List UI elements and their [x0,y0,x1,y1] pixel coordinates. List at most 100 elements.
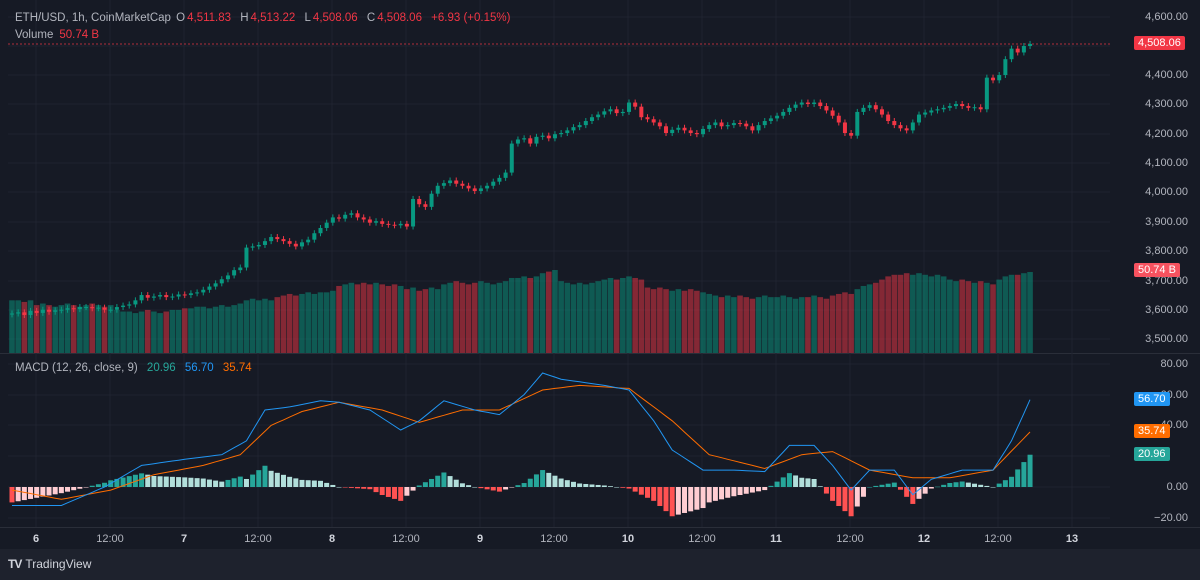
candle [485,185,490,189]
macd-title[interactable]: MACD (12, 26, close, 9) [15,362,138,374]
macd-histogram-bar [614,487,620,488]
candle [904,128,909,131]
candle [77,307,82,310]
volume-bar [947,279,953,353]
candle [441,183,446,186]
volume-bar [798,297,805,353]
volume-bar [934,274,941,353]
volume-bar [990,284,996,353]
volume-bar [940,276,947,353]
volume-bar [21,301,28,353]
macd-tick: 80.00 [1160,358,1188,370]
volume-bar [231,305,237,353]
volume-bar [144,309,151,353]
macd-histogram-bar [231,478,237,487]
chart-frame[interactable]: ETH/USD, 1h, CoinMarketCap O 4,511.83 H 4,… [0,0,1200,549]
candle [546,135,551,139]
volume-bar [620,277,626,353]
candle [805,102,810,105]
candle [337,217,342,219]
time-tick: 7 [180,533,188,545]
candle [170,296,175,298]
candle [954,104,959,107]
volume-bar [27,300,34,353]
volume-bar [527,277,534,353]
open-label: O [176,12,186,24]
macd-histogram-bar [984,485,990,487]
macd-histogram-bar [188,477,194,487]
candle [59,309,64,311]
volume-legend: Volume 50.74 B [15,29,101,41]
macd-histogram-bar [237,476,243,487]
candle [676,127,681,130]
macd-histogram-bar [472,487,478,488]
symbol-label[interactable]: ETH/USD, 1h, CoinMarketCap [15,12,171,24]
volume-bar [731,297,737,353]
candle [53,310,58,312]
volume-bar [508,277,515,353]
candle [232,270,237,276]
macd-histogram-bar [435,475,441,487]
candle [392,224,397,226]
macd-histogram-bar [768,485,774,487]
volume-bar [749,298,756,353]
macd-histogram-bar [466,485,472,487]
macd-histogram-bar [780,477,786,487]
candle [577,125,582,128]
macd-histogram-bar [46,487,52,496]
macd-histogram-bar [441,472,447,487]
volume-bar [570,284,577,353]
volume-bar [256,300,262,353]
macd-histogram-bar [287,476,293,487]
macd-histogram-bar [552,475,558,487]
high-value: 4,513.22 [250,12,296,24]
macd-histogram-bar [83,487,89,488]
candle [842,122,847,134]
macd-histogram-bar [719,487,725,500]
volume-bar [539,273,546,353]
candle [664,126,669,134]
price-tick: 4,600.00 [1145,11,1188,23]
macd-histogram-bar [342,487,348,488]
candle [361,217,366,220]
volume-bar [200,306,207,353]
volume-bar [589,282,595,353]
candle [96,307,101,309]
volume-bar [1002,276,1009,353]
volume-bar [157,313,163,353]
volume-bar [323,292,330,353]
volume-bar [89,303,96,353]
candle [929,110,934,113]
macd-histogram-bar [996,483,1002,487]
candle [435,185,440,194]
macd-histogram-bar [200,478,206,487]
volume-label[interactable]: Volume [15,29,54,41]
candle [713,122,718,126]
macd-histogram-bar [453,479,459,487]
chart-canvas[interactable] [0,0,1200,549]
candle [756,125,761,131]
candle [429,193,434,207]
macd-histogram-bar [638,487,644,495]
macd-line-value: 56.70 [184,362,214,374]
macd-histogram-bar [533,474,539,487]
open-value: 4,511.83 [187,12,232,24]
macd-histogram-bar [355,487,361,489]
candle [849,133,854,136]
volume-bar [151,311,157,353]
macd-histogram-bar [392,487,398,499]
candle [238,267,243,271]
macd-histogram-bar [749,487,755,493]
macd-histogram-bar [706,487,712,503]
volume-bar [922,274,928,353]
candle [1003,59,1008,76]
candle [330,217,335,223]
volume-bar [848,293,854,353]
volume-bar [138,311,145,353]
candle [293,243,298,247]
macd-histogram-bar [842,487,848,512]
price-legend: ETH/USD, 1h, CoinMarketCap O 4,511.83 H 4,… [15,12,512,24]
volume-bar [811,295,817,353]
volume-bar [101,306,108,353]
tradingview-footer[interactable]: TV TradingView [8,557,91,571]
